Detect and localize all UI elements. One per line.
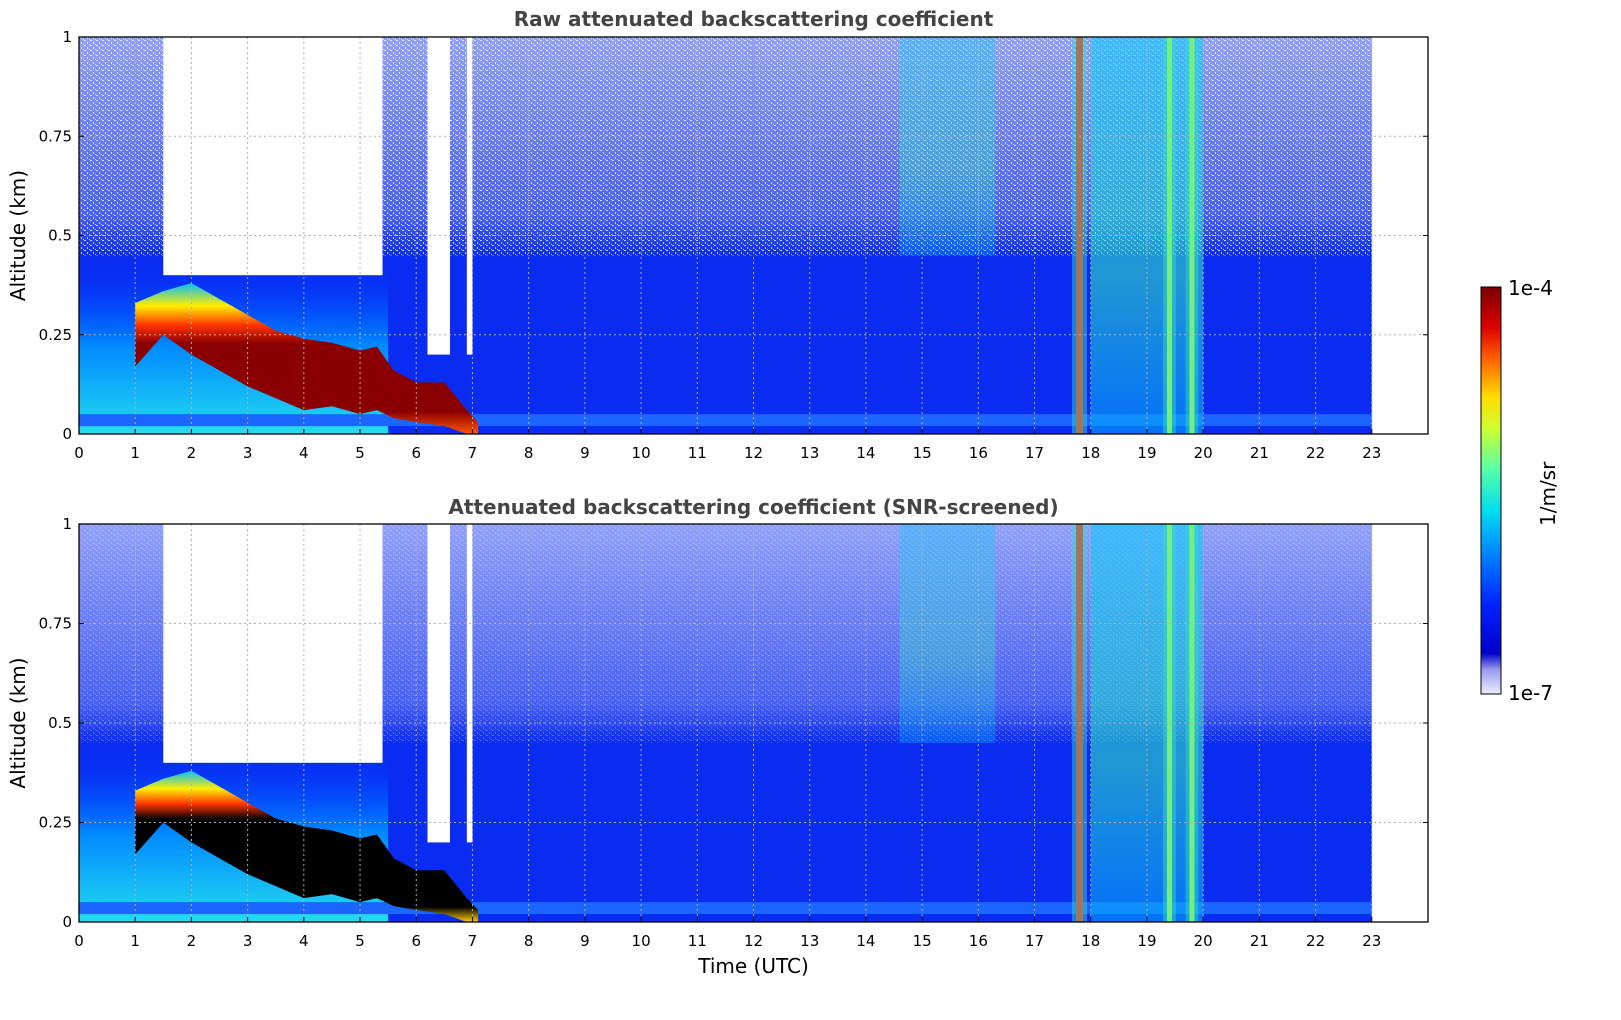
x-tick-label: 1 (130, 444, 140, 462)
x-tick-label: 12 (744, 444, 763, 462)
clear-gap-1 (427, 524, 450, 843)
x-tick-label: 13 (800, 444, 819, 462)
x-axis-label: Time (UTC) (697, 954, 809, 978)
x-tick-label: 17 (1025, 444, 1044, 462)
x-tick-label: 22 (1306, 932, 1325, 950)
y-tick-label: 0 (62, 425, 72, 443)
x-tick-label: 21 (1250, 932, 1269, 950)
x-tick-label: 5 (355, 444, 365, 462)
x-tick-label: 2 (187, 932, 197, 950)
x-tick-label: 15 (913, 444, 932, 462)
x-tick-label: 20 (1194, 932, 1213, 950)
fog-layer (135, 770, 479, 922)
cloud-column-2 (1189, 37, 1195, 434)
x-tick-label: 6 (411, 444, 421, 462)
x-tick-label: 19 (1137, 444, 1156, 462)
x-tick-label: 4 (299, 932, 309, 950)
cloud-column-2 (1189, 524, 1195, 922)
colorbar-min-label: 1e-7 (1508, 681, 1553, 705)
near-surface-band (79, 902, 1372, 915)
clear-gap-0 (163, 37, 383, 276)
x-tick-label: 8 (524, 932, 534, 950)
x-tick-label: 9 (580, 932, 590, 950)
colorbar: 1e-4 1e-7 1/m/sr (1480, 276, 1560, 705)
snr-screened-panel: 0 1 2 3 4 5 6 7 8 9 10 11 12 13 14 15 16 17 18 19 20 21 22 2300… (6, 495, 1429, 978)
y-tick-label: 0.5 (48, 227, 72, 245)
raw-backscatter-panel: 0 1 2 3 4 5 6 7 8 9 10 11 12 13 14 15 16 17 18 19 20 21 22 2300… (6, 7, 1429, 462)
panel-title: Raw attenuated backscattering coefficien… (514, 7, 994, 31)
x-tick-label: 5 (355, 932, 365, 950)
x-tick-label: 10 (632, 932, 651, 950)
x-tick-label: 3 (243, 444, 253, 462)
x-tick-label: 16 (969, 932, 988, 950)
x-tick-label: 22 (1306, 444, 1325, 462)
colorbar-gradient (1480, 286, 1502, 695)
x-tick-label: 7 (468, 932, 478, 950)
x-tick-label: 7 (468, 444, 478, 462)
y-tick-label: 0.25 (39, 814, 72, 832)
colorbar-max-label: 1e-4 (1508, 276, 1553, 300)
cloud-column-halo-2 (1185, 37, 1199, 434)
clear-gap-2 (466, 524, 473, 843)
x-tick-label: 10 (632, 444, 651, 462)
y-tick-label: 0.75 (39, 615, 72, 633)
x-tick-label: 13 (800, 932, 819, 950)
x-tick-label: 17 (1025, 932, 1044, 950)
y-tick-label: 1 (62, 515, 72, 533)
colorbar-unit-label: 1/m/sr (1536, 461, 1560, 526)
x-tick-label: 9 (580, 444, 590, 462)
cloud-column-halo-2 (1185, 524, 1199, 922)
x-tick-label: 6 (411, 932, 421, 950)
x-tick-label: 18 (1081, 444, 1100, 462)
x-tick-label: 12 (744, 932, 763, 950)
x-tick-label: 23 (1362, 444, 1381, 462)
y-tick-label: 0.25 (39, 326, 72, 344)
gridlines (78, 523, 1428, 923)
clear-gap-1 (427, 37, 450, 355)
x-tick-label: 21 (1250, 444, 1269, 462)
x-tick-label: 14 (856, 932, 875, 950)
x-tick-label: 18 (1081, 932, 1100, 950)
x-tick-label: 14 (856, 444, 875, 462)
x-tick-label: 11 (688, 932, 707, 950)
x-tick-label: 15 (913, 932, 932, 950)
y-tick-label: 0.75 (39, 127, 72, 145)
clear-gap-2 (466, 37, 473, 355)
x-tick-label: 3 (243, 932, 253, 950)
x-tick-label: 4 (299, 444, 309, 462)
x-tick-label: 16 (969, 444, 988, 462)
y-tick-label: 1 (62, 28, 72, 46)
cloud-zone-a (899, 37, 996, 256)
x-tick-label: 1 (130, 932, 140, 950)
x-tick-label: 0 (74, 444, 84, 462)
x-tick-label: 11 (688, 444, 707, 462)
x-tick-label: 23 (1362, 932, 1381, 950)
x-tick-label: 20 (1194, 444, 1213, 462)
x-tick-label: 8 (524, 444, 534, 462)
x-tick-label: 0 (74, 932, 84, 950)
y-tick-label: 0 (62, 913, 72, 931)
y-axis-label: Altitude (km) (6, 657, 30, 788)
clear-gap-0 (163, 524, 383, 763)
y-axis-label: Altitude (km) (6, 170, 30, 301)
near-surface-band (79, 414, 1372, 427)
cloud-zone-a (899, 524, 996, 743)
x-tick-label: 2 (187, 444, 197, 462)
fog-layer (135, 283, 479, 434)
panel-title: Attenuated backscattering coefficient (S… (448, 495, 1058, 519)
x-tick-label: 19 (1137, 932, 1156, 950)
y-tick-label: 0.5 (48, 714, 72, 732)
